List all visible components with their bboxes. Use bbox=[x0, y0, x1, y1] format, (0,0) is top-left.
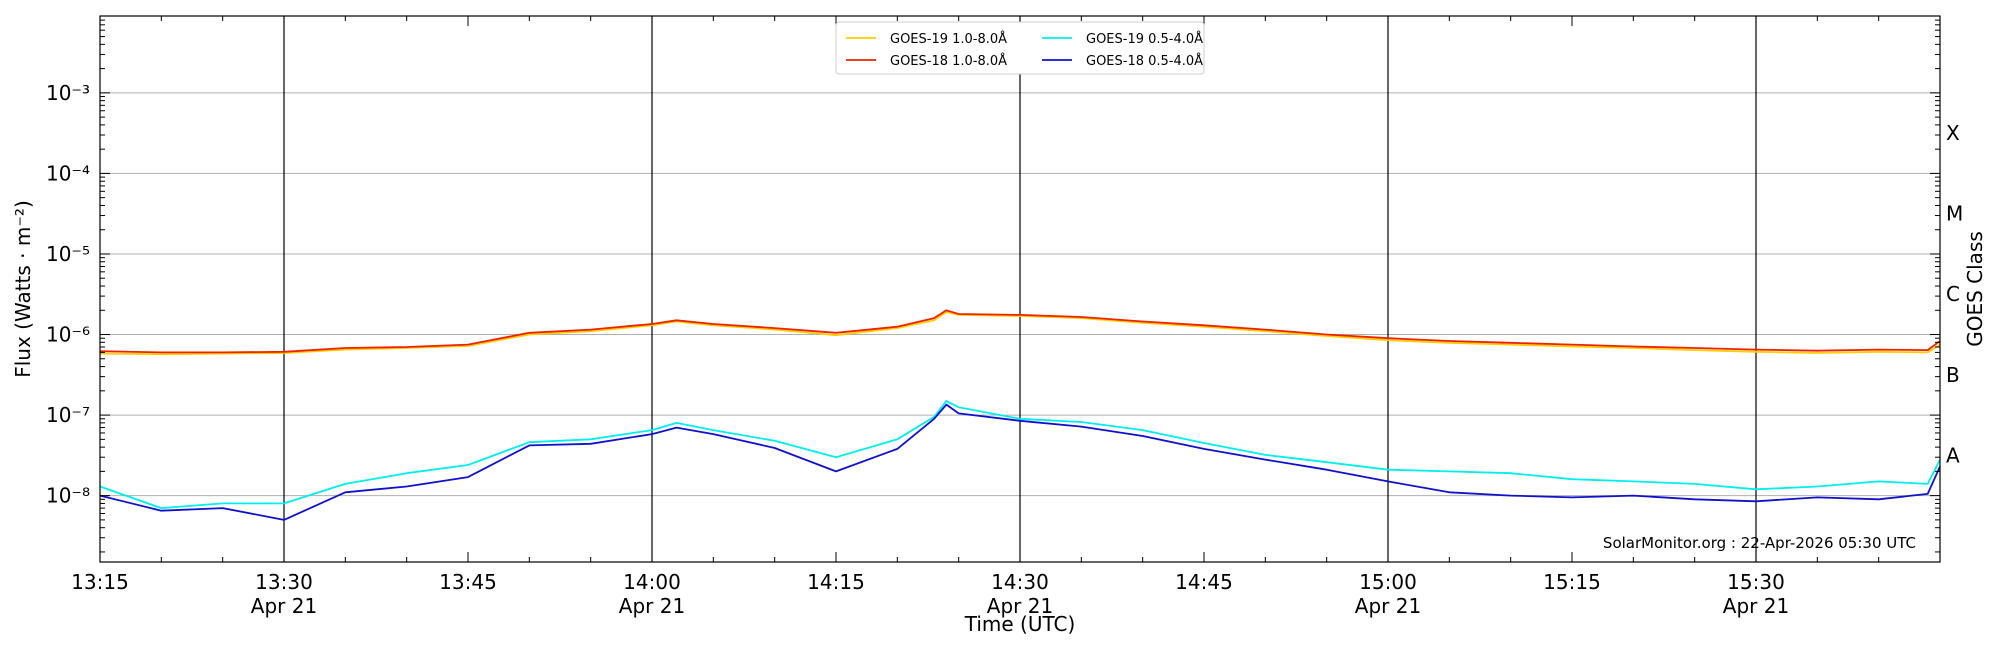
x-tick-label: 14:30 Apr 21 bbox=[987, 570, 1053, 618]
goes-class-label: B bbox=[1946, 363, 1960, 387]
y-tick-label: 10⁻⁶ bbox=[46, 323, 90, 347]
x-tick-label: 15:15 bbox=[1543, 570, 1601, 594]
series-line bbox=[99, 403, 1941, 521]
x-tick-labels: 13:15 13:30 Apr 21 13:45 14:00 Apr 21 14:15 14:… bbox=[71, 570, 1789, 618]
day-marker-lines bbox=[283, 16, 1757, 562]
legend-box bbox=[835, 21, 1205, 75]
legend-label: GOES-19 0.5-4.0Å bbox=[1086, 31, 1203, 47]
goes-class-label: A bbox=[1946, 443, 1960, 467]
goes-class-label: X bbox=[1946, 121, 1960, 145]
goes-class-label: C bbox=[1946, 282, 1960, 306]
x-tick-label: 15:30 Apr 21 bbox=[1723, 570, 1789, 618]
legend-label: GOES-18 0.5-4.0Å bbox=[1086, 53, 1203, 69]
goes-class-label: M bbox=[1946, 202, 1963, 226]
y-tick-label: 10⁻⁷ bbox=[46, 403, 90, 427]
y-tick-label: 10⁻⁵ bbox=[46, 242, 90, 266]
axis-ticks bbox=[99, 16, 1940, 562]
legend-label: GOES-19 1.0-8.0Å bbox=[890, 31, 1007, 47]
series-line bbox=[99, 309, 1941, 354]
x-tick-label: 13:30 Apr 21 bbox=[251, 570, 317, 618]
series-layer bbox=[99, 309, 1941, 521]
goes-class-labels: A B C M X bbox=[1946, 121, 1963, 467]
x-tick-label: 13:45 bbox=[439, 570, 497, 594]
series-line bbox=[99, 399, 1941, 510]
right-axis-title: GOES Class bbox=[1963, 231, 1987, 347]
x-tick-label: 15:00 Apr 21 bbox=[1355, 570, 1421, 618]
y-tick-label: 10⁻³ bbox=[46, 81, 90, 105]
credit-text: SolarMonitor.org : 22-Apr-2026 05:30 UTC bbox=[1603, 534, 1916, 552]
legend-label: GOES-18 1.0-8.0Å bbox=[890, 53, 1007, 69]
legend: GOES-19 1.0-8.0Å GOES-18 1.0-8.0Å GOES-19 … bbox=[835, 21, 1205, 75]
y-tick-labels: 10⁻⁸ 10⁻⁷ 10⁻⁶ 10⁻⁵ 10⁻⁴ 10⁻³ bbox=[46, 81, 90, 508]
x-axis-title: Time (UTC) bbox=[964, 612, 1076, 636]
x-tick-label: 13:15 bbox=[71, 570, 129, 594]
x-tick-label: 14:00 Apr 21 bbox=[619, 570, 685, 618]
x-tick-label: 14:45 bbox=[1175, 570, 1233, 594]
y-tick-label: 10⁻⁴ bbox=[46, 161, 90, 185]
x-tick-label: 14:15 bbox=[807, 570, 865, 594]
y-axis-title: Flux (Watts · m⁻²) bbox=[11, 200, 35, 378]
y-tick-label: 10⁻⁸ bbox=[46, 484, 90, 508]
